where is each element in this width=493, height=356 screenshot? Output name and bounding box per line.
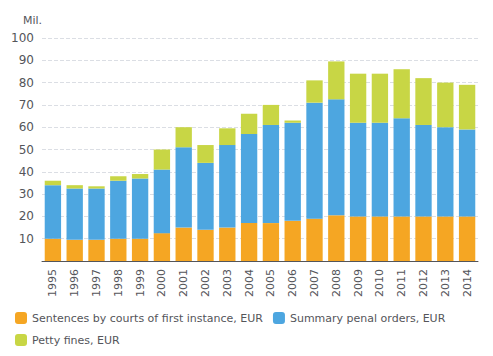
svg-text:30: 30 (19, 187, 34, 201)
svg-text:1995: 1995 (46, 269, 59, 297)
svg-text:10: 10 (19, 232, 34, 246)
svg-text:Petty fines, EUR: Petty fines, EUR (32, 334, 120, 347)
svg-text:2001: 2001 (177, 269, 190, 297)
svg-text:40: 40 (19, 165, 34, 179)
svg-text:2002: 2002 (199, 269, 212, 297)
svg-text:1998: 1998 (112, 269, 125, 297)
svg-text:Sentences by courts of first i: Sentences by courts of first instance, E… (32, 312, 263, 325)
svg-text:2013: 2013 (439, 269, 452, 297)
svg-text:2003: 2003 (221, 269, 234, 297)
svg-text:70: 70 (19, 98, 34, 112)
svg-text:2011: 2011 (395, 269, 408, 297)
svg-text:60: 60 (19, 120, 34, 134)
svg-text:2005: 2005 (264, 269, 277, 297)
svg-text:2012: 2012 (417, 269, 430, 297)
svg-text:2007: 2007 (308, 269, 321, 297)
svg-text:1999: 1999 (134, 269, 147, 297)
svg-text:50: 50 (19, 143, 34, 157)
svg-text:1996: 1996 (68, 269, 81, 297)
svg-text:90: 90 (19, 53, 34, 67)
svg-text:Mil.: Mil. (23, 14, 42, 27)
svg-text:2014: 2014 (461, 269, 474, 297)
svg-text:2000: 2000 (155, 269, 168, 297)
svg-text:100: 100 (11, 31, 34, 45)
svg-text:80: 80 (19, 76, 34, 90)
svg-text:2008: 2008 (330, 269, 343, 297)
svg-text:1997: 1997 (90, 269, 103, 297)
svg-text:2004: 2004 (243, 269, 256, 297)
svg-text:2010: 2010 (373, 269, 386, 297)
svg-text:2006: 2006 (286, 269, 299, 297)
svg-text:Summary penal orders, EUR: Summary penal orders, EUR (290, 312, 446, 325)
svg-text:2009: 2009 (352, 269, 365, 297)
svg-text:20: 20 (19, 209, 34, 223)
